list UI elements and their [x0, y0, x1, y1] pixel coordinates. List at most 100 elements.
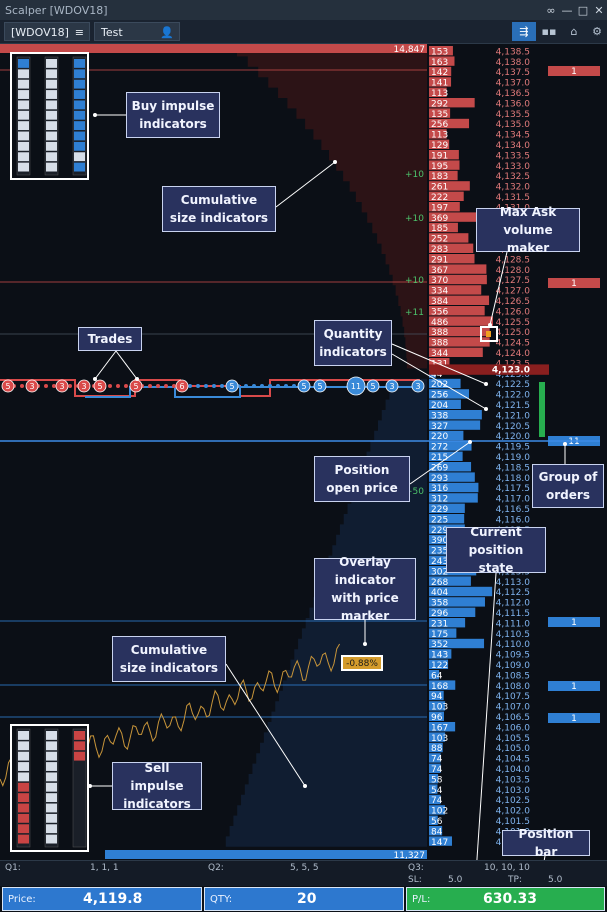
price-label: 4,122.0	[496, 391, 531, 401]
size-label: 204	[431, 401, 448, 411]
sell-impulse-cell	[46, 762, 57, 771]
price-label: 4,108.0	[496, 682, 531, 692]
size-label: 129	[431, 141, 448, 151]
account-selector[interactable]: Test 👤	[94, 22, 180, 41]
size-bar	[429, 794, 441, 805]
trade-dot	[116, 384, 120, 388]
title-bar: Scalper [WDOV18] ∞ — □ ✕	[0, 0, 607, 20]
minimize-icon[interactable]: —	[561, 3, 573, 17]
callout-arrowhead	[363, 642, 367, 646]
size-label: 113	[431, 89, 448, 99]
callout-arrow	[476, 572, 497, 860]
size-label: 74	[431, 796, 443, 806]
price-label: 4,134.0	[496, 141, 531, 151]
price-label: 4,116.5	[496, 505, 530, 515]
cluster-icon[interactable]: ▪▪	[541, 25, 557, 38]
price-box[interactable]: Price: 4,119.8	[2, 887, 202, 911]
size-bar	[429, 108, 451, 118]
size-bar	[429, 701, 446, 711]
price-label: 4,118.5	[496, 463, 530, 473]
size-bar	[429, 87, 447, 97]
dom-layout-icon[interactable]: ⇶	[512, 22, 536, 41]
size-bar	[429, 410, 482, 420]
tp-value[interactable]: 5.0	[548, 875, 563, 885]
q2-value[interactable]: 5, 5, 5	[290, 863, 319, 873]
link-icon[interactable]: ∞	[546, 3, 556, 17]
price-label: 4,132.5	[496, 172, 530, 182]
size-label: 261	[431, 183, 448, 193]
buy-impulse-cell	[18, 79, 29, 89]
buy-impulse-cell	[18, 110, 29, 120]
q1-value[interactable]: 1, 1, 1	[90, 863, 119, 873]
size-label: 356	[431, 307, 448, 317]
size-label: 56	[431, 817, 443, 827]
size-label: 103	[431, 734, 448, 744]
trade-bubble-label: 5	[370, 382, 375, 391]
callout-arrowhead	[93, 113, 97, 117]
size-bar	[429, 503, 465, 513]
trade-bubble-label: 5	[97, 382, 102, 391]
size-label: 135	[431, 110, 448, 120]
size-bar	[429, 482, 479, 493]
size-bar	[429, 139, 450, 149]
q1-label: Q1:	[5, 863, 21, 873]
size-label: 367	[431, 266, 448, 276]
plus-marker: +50	[405, 487, 424, 497]
price-label: 4,127.5	[496, 276, 530, 286]
callout-overlay: Overlay indicator with price marker	[314, 555, 416, 623]
mouse-icon[interactable]: ⌂	[570, 25, 578, 38]
q3-value[interactable]: 10, 10, 10	[484, 863, 530, 873]
size-label: 352	[431, 640, 448, 650]
price-label: 4,127.0	[496, 287, 531, 297]
buy-impulse-cell	[74, 69, 85, 79]
pl-value: 630.33	[483, 891, 538, 907]
pl-box[interactable]: P/L: 630.33	[406, 887, 605, 911]
sell-impulse-cell	[46, 782, 57, 792]
trade-bubble-label: 5	[5, 382, 10, 391]
overlay-value: -0.88%	[346, 659, 378, 669]
callout-arrowhead	[303, 784, 307, 788]
size-label: 102	[431, 807, 448, 817]
settings-icon[interactable]: ⚙	[592, 25, 602, 38]
symbol-selector[interactable]: [WDOV18] ≡	[4, 22, 90, 41]
size-label: 74	[431, 765, 443, 775]
sl-value[interactable]: 5.0	[448, 875, 463, 885]
trade-bubble	[93, 379, 107, 393]
current-price-label: 4,123.0	[492, 365, 530, 375]
size-label: 272	[431, 443, 448, 453]
sell-impulse-cell	[18, 782, 29, 792]
buy-impulse-cell	[18, 152, 29, 162]
scalper-panel: 14,847 11,327 153 4,138.5 163 4,138.0 142 4,137…	[0, 44, 607, 860]
callout-trades: Trades	[78, 327, 142, 351]
order-group	[548, 681, 600, 691]
callout-arrowhead	[563, 442, 567, 446]
sl-label: SL:	[408, 875, 422, 885]
size-bar	[429, 462, 472, 472]
close-icon[interactable]: ✕	[594, 3, 604, 17]
buy-impulse-cell	[74, 141, 85, 151]
qty-box[interactable]: QTY: 20	[204, 887, 404, 911]
buy-impulse-cell	[46, 141, 57, 151]
callout-position-bar: Position bar	[502, 827, 590, 859]
price-label: Price:	[8, 894, 36, 905]
callout-sell-impulse: Sell impulse indicators	[112, 761, 202, 811]
price-label: 4,109.5	[496, 651, 530, 661]
trade-bubble-label: 5	[229, 382, 234, 391]
sell-impulse-cell	[18, 762, 29, 771]
callout-arrow	[275, 161, 336, 208]
size-label: 142	[431, 68, 448, 78]
size-label: 84	[431, 827, 443, 837]
size-label: 54	[431, 786, 443, 796]
price-label: 4,101.5	[496, 817, 530, 827]
callout-cumulative-bottom: Cumulative size indicators	[112, 636, 226, 682]
size-bar	[429, 56, 455, 66]
buy-impulse-cell	[18, 131, 29, 141]
price-label: 4,124.0	[496, 349, 531, 359]
trade-dot	[292, 384, 296, 388]
maximize-icon[interactable]: □	[577, 3, 589, 17]
trade-bubble-label: 6	[179, 382, 184, 391]
size-bar	[429, 638, 485, 649]
size-bar	[429, 607, 476, 617]
size-bar	[429, 836, 452, 846]
